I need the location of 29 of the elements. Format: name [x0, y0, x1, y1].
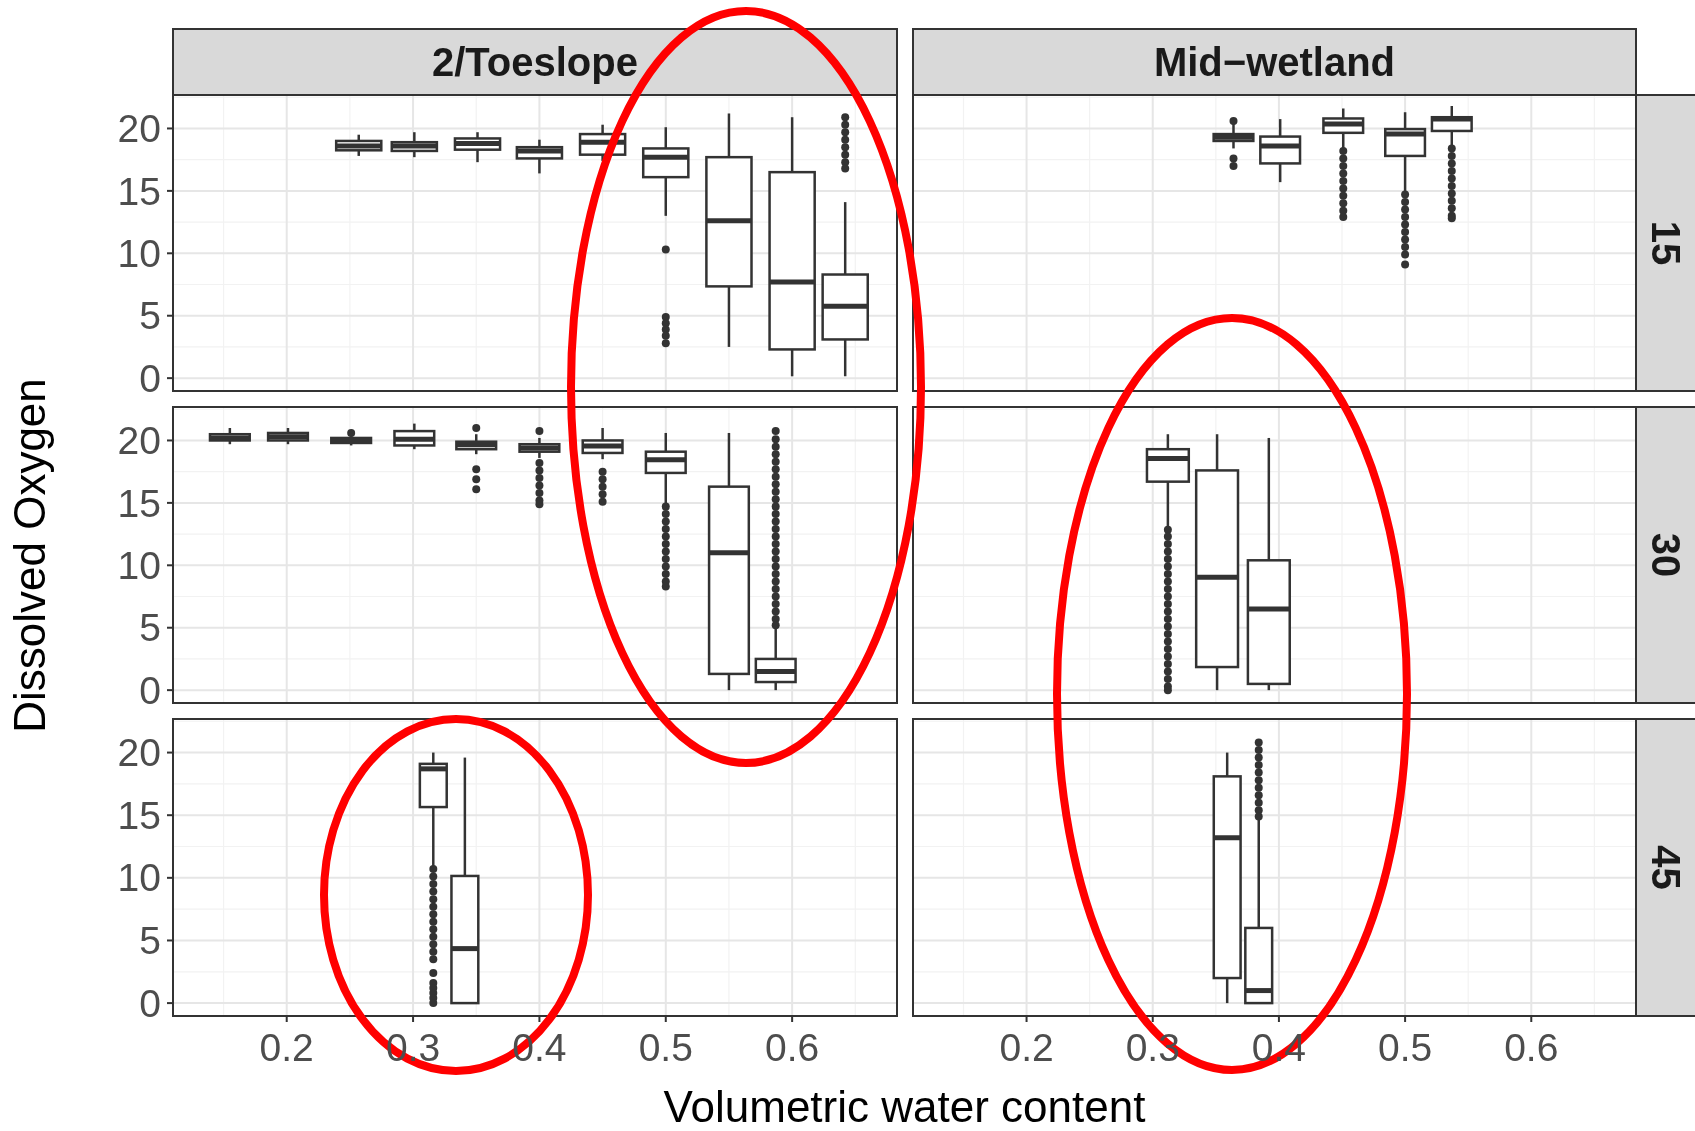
x-tick-label: 0.2	[999, 1026, 1054, 1069]
y-tick-label: 10	[117, 231, 161, 275]
y-tick-label: 20	[117, 731, 161, 775]
text: 30	[1644, 532, 1688, 578]
x-tick-label: 0.6	[1504, 1026, 1559, 1069]
x-tick-label: 0.5	[1377, 1026, 1433, 1069]
x-tick-label: 0.6	[765, 1026, 820, 1069]
y-tick-label: 0	[139, 668, 161, 712]
x-axis-title: Volumetric water content	[663, 1082, 1146, 1131]
y-tick-label: 20	[117, 107, 161, 151]
y-tick-label: 10	[117, 543, 161, 587]
x-tick-label: 0.2	[259, 1026, 314, 1069]
y-tick-label: 15	[117, 481, 161, 525]
y-tick-label: 10	[117, 856, 161, 900]
y-tick-label: 0	[139, 981, 161, 1025]
text: 15	[1644, 220, 1688, 266]
text: 45	[1644, 845, 1688, 890]
y-tick-label: 5	[139, 294, 161, 338]
x-tick-label: 0.5	[638, 1026, 693, 1069]
y-tick-label: 20	[117, 419, 161, 463]
y-tick-label: 0	[139, 356, 161, 400]
chart-title: Mid−wetland	[1153, 40, 1396, 84]
y-tick-label: 5	[139, 606, 161, 650]
y-tick-label: 15	[117, 169, 161, 213]
y-axis-title: Dissolved Oxygen	[5, 378, 54, 733]
chart-title: 2/Toeslope	[432, 40, 638, 84]
x-tick-label: 0.3	[1125, 1026, 1180, 1069]
y-tick-label: 5	[139, 919, 161, 963]
y-tick-label: 15	[117, 793, 161, 837]
